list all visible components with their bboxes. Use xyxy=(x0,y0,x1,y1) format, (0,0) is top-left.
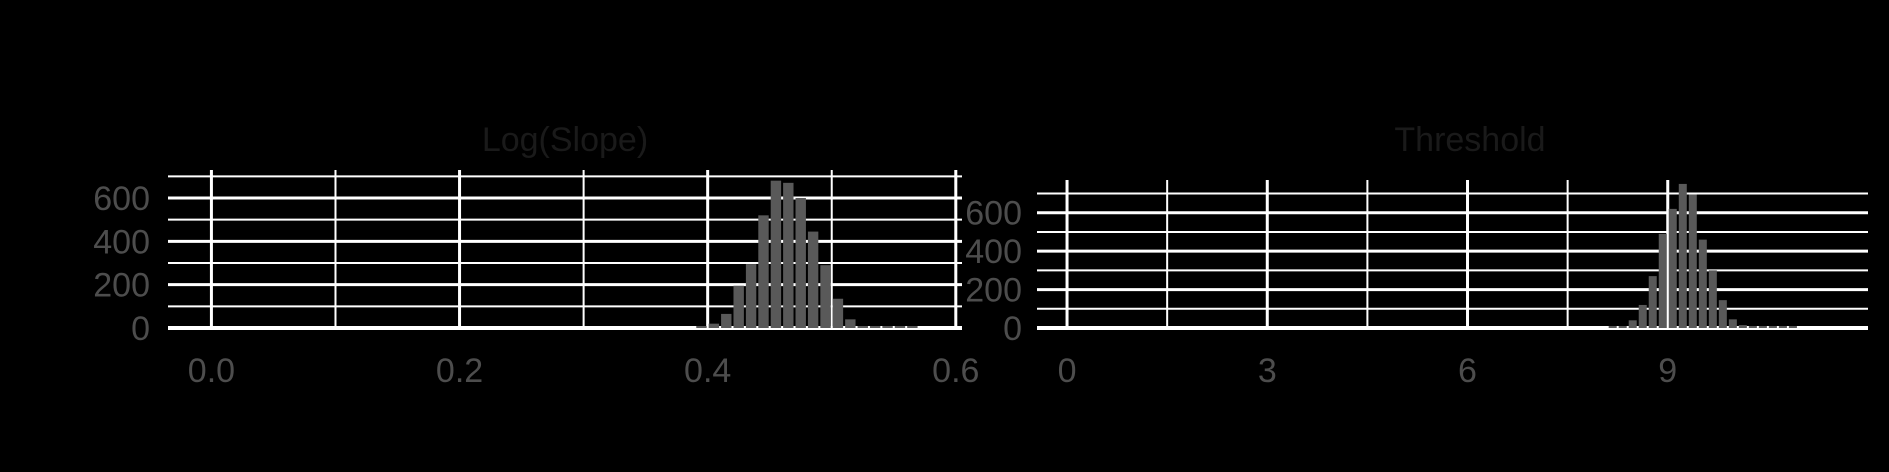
histogram-bar xyxy=(795,198,806,328)
histogram-bar xyxy=(907,326,918,328)
x-tick-label: 0.0 xyxy=(188,352,235,390)
histogram-bar xyxy=(1618,326,1627,328)
histogram-bar xyxy=(1718,300,1727,328)
y-tick-label: 200 xyxy=(965,272,1022,310)
y-tick-label: 600 xyxy=(965,195,1022,233)
histogram-bar xyxy=(1758,326,1767,328)
x-tick-label: 0.4 xyxy=(684,352,731,390)
histogram-bar xyxy=(882,326,893,328)
y-tick-label: 400 xyxy=(965,233,1022,271)
histogram-bar xyxy=(1728,319,1737,328)
y-tick-label: 400 xyxy=(93,223,150,261)
histogram-bar xyxy=(1688,194,1697,328)
histogram-bar xyxy=(721,313,732,328)
histogram-bar xyxy=(1738,325,1747,328)
histogram-bar xyxy=(1648,276,1657,328)
histogram-bar xyxy=(783,182,794,328)
histogram-bar xyxy=(845,319,856,328)
histogram-bar xyxy=(1768,326,1777,328)
histogram-bar xyxy=(708,323,720,328)
x-tick-label: 0 xyxy=(1058,352,1077,390)
histogram-bar xyxy=(869,326,881,328)
histogram-bar xyxy=(1658,233,1667,328)
histogram-bar xyxy=(1748,326,1757,328)
histogram-bar xyxy=(1788,326,1797,328)
histogram-bar xyxy=(1638,304,1647,328)
y-tick-label: 600 xyxy=(93,180,150,218)
histogram-bar xyxy=(758,215,769,328)
y-tick-label: 200 xyxy=(93,267,150,305)
histogram-bar xyxy=(696,326,707,328)
panel-1: Log(Slope) 0 200 400 600 0.0 0.2 0.4 0.6 xyxy=(93,121,979,390)
histogram-bar xyxy=(733,285,744,328)
histogram-bar xyxy=(1698,239,1707,328)
histogram-bar xyxy=(1778,326,1787,328)
x-tick-label: 3 xyxy=(1258,352,1277,390)
histogram-bar xyxy=(770,180,782,328)
histogram-bar xyxy=(1678,183,1687,328)
histogram-bar xyxy=(1628,320,1637,328)
panel-title: Threshold xyxy=(1394,121,1545,159)
y-tick-label: 0 xyxy=(1003,310,1022,348)
x-tick-label: 9 xyxy=(1658,352,1677,390)
x-tick-label: 0.6 xyxy=(932,352,979,390)
histogram-bar xyxy=(807,231,819,328)
histogram-bar xyxy=(1608,326,1617,328)
histogram-bar xyxy=(1708,270,1717,328)
x-tick-label: 6 xyxy=(1458,352,1477,390)
histogram-bar xyxy=(745,264,757,328)
histogram-bar xyxy=(832,298,844,328)
panel-title: Log(Slope) xyxy=(482,121,648,159)
histogram-bar xyxy=(1668,208,1677,328)
x-tick-label: 0.2 xyxy=(436,352,483,390)
y-tick-label: 0 xyxy=(131,310,150,348)
histogram-bar xyxy=(894,326,906,328)
histogram-bar xyxy=(857,326,868,328)
histogram-bar xyxy=(820,265,831,328)
